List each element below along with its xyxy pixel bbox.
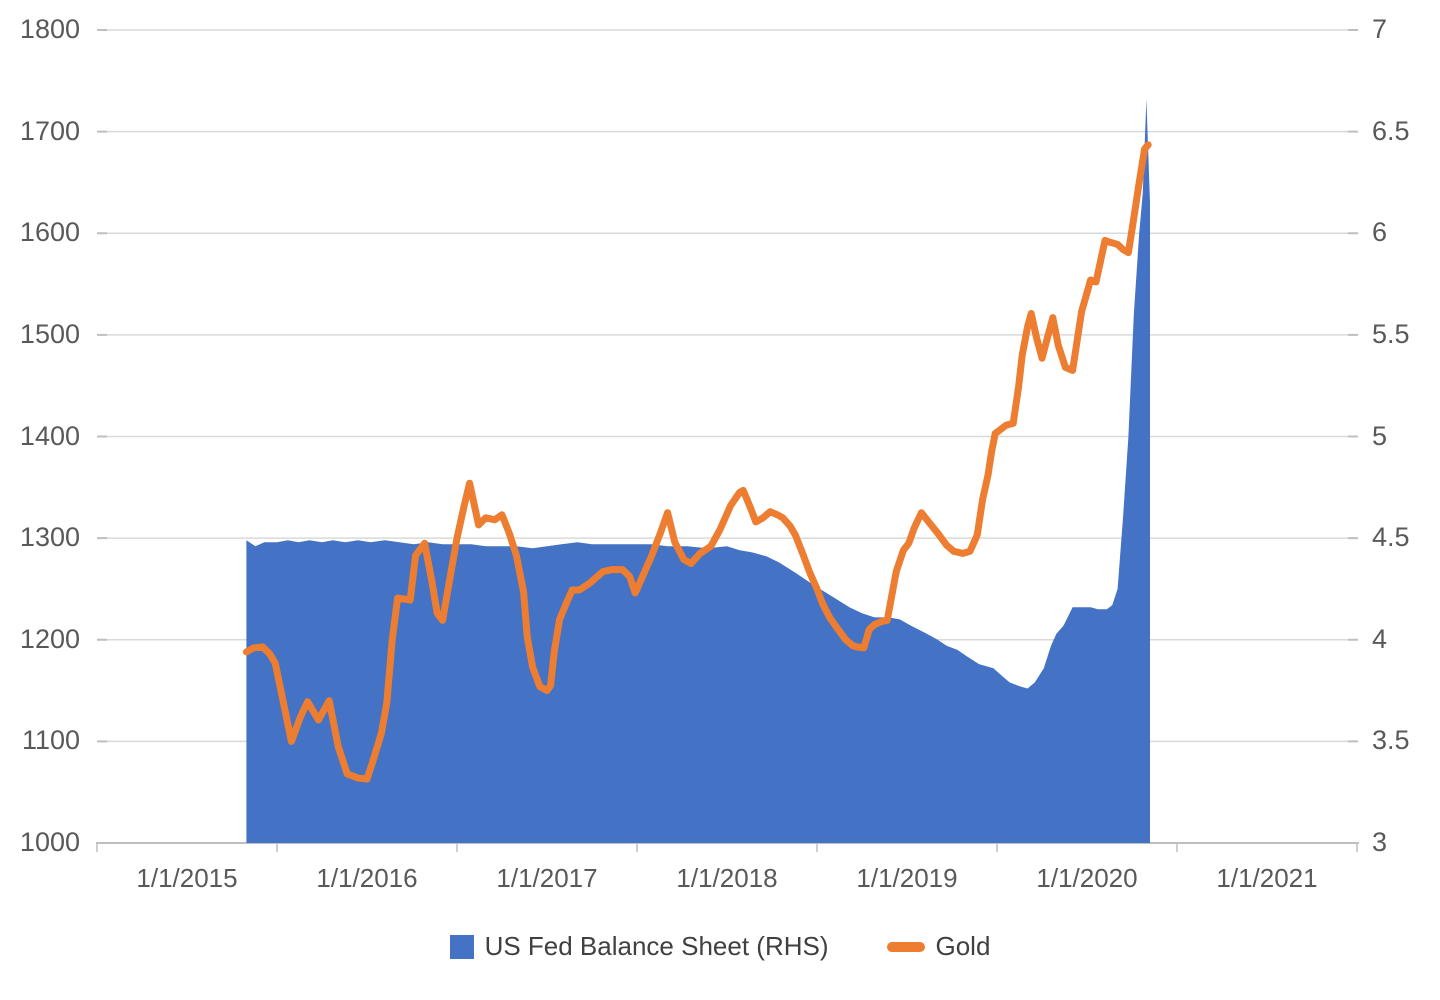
left-axis-tick-label: 1600	[19, 217, 80, 248]
right-axis-tick-label: 3	[1372, 827, 1388, 857]
right-axis-tick-label: 4	[1372, 623, 1388, 654]
x-axis-tick-label: 1/1/2017	[496, 863, 598, 893]
right-axis-tick-label: 5	[1372, 420, 1388, 451]
legend-item-fed-balance-sheet: US Fed Balance Sheet (RHS)	[449, 931, 829, 962]
right-axis-tick-label: 4.5	[1372, 522, 1410, 553]
x-axis-tick-label: 1/1/2019	[856, 863, 958, 893]
left-axis-tick-label: 1200	[19, 623, 80, 654]
right-axis-tick-label: 3.5	[1372, 725, 1410, 756]
left-axis-tick-label: 1800	[19, 14, 80, 44]
left-axis-tick-label: 1500	[19, 318, 80, 349]
left-axis-tick-label: 1700	[19, 115, 80, 146]
x-axis-tick-label: 1/1/2018	[676, 863, 778, 893]
x-axis-tick-label: 1/1/2015	[136, 863, 238, 893]
right-axis-tick-label: 6	[1372, 217, 1388, 248]
legend-label-gold: Gold	[935, 931, 991, 961]
left-axis-tick-label: 1000	[19, 827, 80, 857]
left-axis-tick-label: 1300	[19, 522, 80, 553]
right-axis-tick-label: 7	[1372, 14, 1388, 44]
left-axis-tick-label: 1100	[21, 725, 80, 756]
gold-line-swatch-icon	[886, 941, 925, 952]
right-axis-tick-label: 6.5	[1372, 115, 1410, 146]
fed-balance-sheet-area	[246, 99, 1150, 844]
legend-label-fed-balance-sheet: US Fed Balance Sheet (RHS)	[484, 931, 829, 961]
x-axis-tick-label: 1/1/2021	[1216, 863, 1318, 893]
x-axis-tick-label: 1/1/2016	[316, 863, 418, 893]
fed-area-swatch-icon	[449, 934, 474, 959]
legend: US Fed Balance Sheet (RHS) Gold	[0, 931, 1440, 962]
left-axis-tick-label: 1400	[19, 420, 80, 451]
gold-line	[242, 141, 1152, 783]
right-axis-tick-label: 5.5	[1372, 318, 1410, 349]
legend-item-gold: Gold	[886, 931, 991, 962]
x-axis-tick-label: 1/1/2020	[1036, 863, 1138, 893]
